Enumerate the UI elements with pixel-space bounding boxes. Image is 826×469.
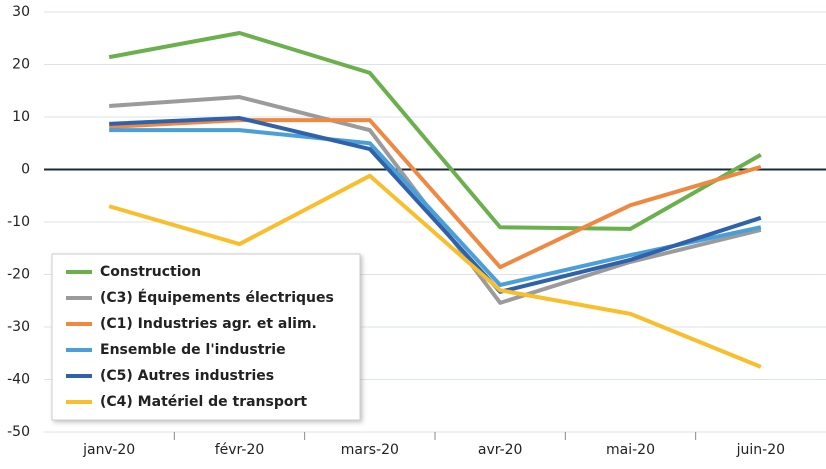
x-tick-label: juin-20 — [736, 442, 785, 458]
legend-label: (C4) Matériel de transport — [100, 394, 307, 410]
x-tick-label: avr-20 — [478, 442, 523, 458]
y-tick-label: -30 — [7, 319, 30, 335]
y-tick-label: 30 — [12, 4, 30, 20]
y-tick-label: 10 — [12, 109, 30, 125]
legend-box — [51, 253, 361, 421]
y-tick-label: -50 — [7, 424, 30, 440]
series-line — [109, 116, 762, 294]
series-line — [108, 173, 762, 369]
x-tick-label: janv-20 — [82, 442, 135, 458]
y-tick-label: 0 — [21, 162, 30, 178]
legend-label: Ensemble de l'industrie — [100, 342, 286, 358]
legend-label: (C5) Autres industries — [100, 368, 274, 384]
series-line — [109, 118, 762, 270]
x-tick-label: févr-20 — [215, 442, 265, 458]
x-tick-label: mai-20 — [606, 442, 655, 458]
legend-label: (C3) Équipements électriques — [100, 289, 334, 306]
legend-label: (C1) Industries agr. et alim. — [100, 316, 317, 332]
series-line — [108, 31, 762, 231]
y-tick-label: -10 — [7, 214, 30, 230]
y-tick-label: -20 — [7, 267, 30, 283]
legend-label: Construction — [100, 264, 201, 280]
y-tick-label: 20 — [12, 57, 30, 73]
y-tick-label: -40 — [7, 372, 30, 388]
legend: Construction (C3) Équipements électriques… — [51, 253, 361, 421]
series-line — [109, 128, 762, 287]
x-tick-label: mars-20 — [341, 442, 399, 458]
